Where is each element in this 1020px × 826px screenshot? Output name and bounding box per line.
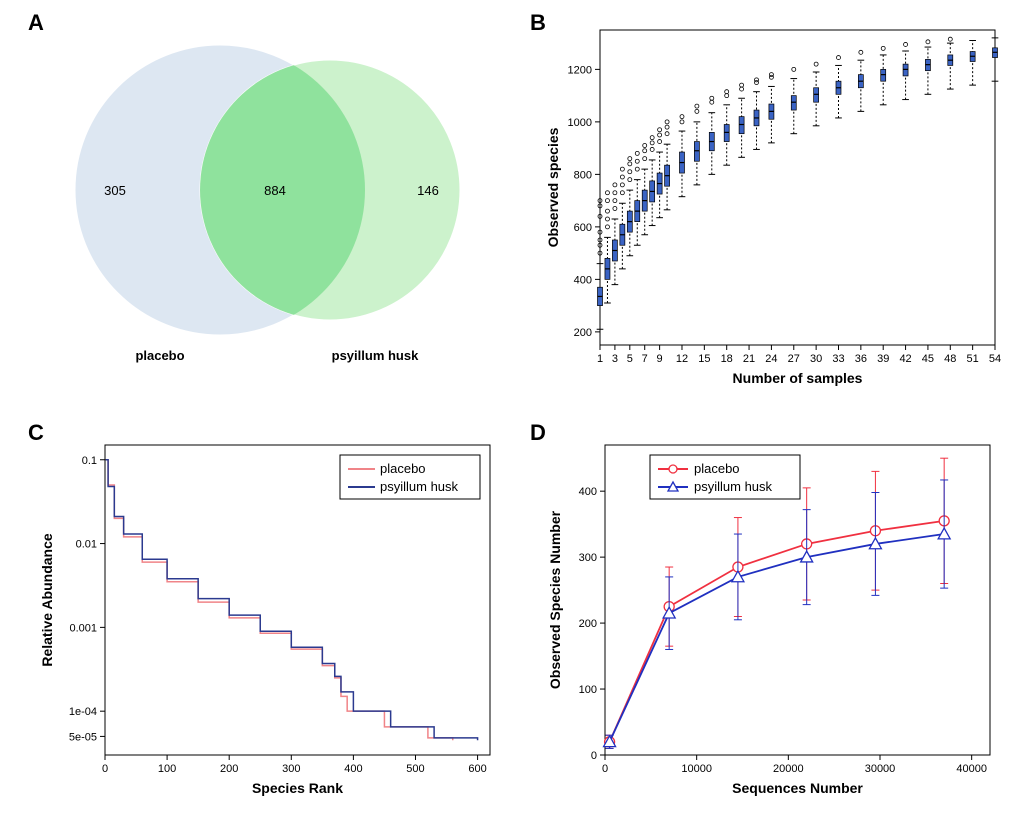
svg-text:1000: 1000 (568, 117, 592, 129)
svg-text:400: 400 (574, 274, 592, 286)
svg-text:18: 18 (721, 353, 733, 365)
svg-text:Number of samples: Number of samples (733, 370, 863, 386)
svg-text:5e-05: 5e-05 (69, 731, 97, 743)
svg-text:51: 51 (967, 353, 979, 365)
svg-text:0: 0 (102, 763, 108, 775)
svg-text:1: 1 (597, 353, 603, 365)
svg-text:3: 3 (612, 353, 618, 365)
svg-text:36: 36 (855, 353, 867, 365)
svg-text:placebo: placebo (135, 348, 184, 363)
svg-text:54: 54 (989, 353, 1001, 365)
svg-text:1200: 1200 (568, 64, 592, 76)
svg-text:400: 400 (344, 763, 362, 775)
svg-text:placebo: placebo (694, 461, 740, 476)
svg-text:Observed Species Number: Observed Species Number (547, 510, 563, 689)
svg-text:1e-04: 1e-04 (69, 706, 97, 718)
svg-text:200: 200 (574, 327, 592, 339)
svg-text:9: 9 (657, 353, 663, 365)
svg-text:10000: 10000 (681, 763, 712, 775)
svg-text:Sequences Number: Sequences Number (732, 780, 863, 796)
svg-text:20000: 20000 (773, 763, 804, 775)
svg-text:21: 21 (743, 353, 755, 365)
svg-text:psyillum husk: psyillum husk (380, 479, 459, 494)
svg-text:0.1: 0.1 (82, 455, 97, 467)
svg-text:Observed species: Observed species (545, 127, 561, 247)
svg-text:Species Rank: Species Rank (252, 780, 343, 796)
figure-page: { "panelLabels": { "A": "A", "B": "B", "… (0, 0, 1020, 826)
panel-d-rarefaction: 0 10000 20000 30000 40000 0 100 200 300 400 Sequen… (540, 425, 1010, 825)
svg-text:0: 0 (591, 750, 597, 762)
svg-text:45: 45 (922, 353, 934, 365)
svg-text:39: 39 (877, 353, 889, 365)
svg-text:200: 200 (220, 763, 238, 775)
svg-text:0.01: 0.01 (76, 539, 97, 551)
svg-text:884: 884 (264, 183, 286, 198)
svg-text:0: 0 (602, 763, 608, 775)
svg-text:psyillum husk: psyillum husk (332, 348, 419, 363)
svg-text:100: 100 (158, 763, 176, 775)
svg-text:800: 800 (574, 169, 592, 181)
panel-c-rank-abundance: 0 100 200 300 400 500 600 1e-04 0.001 0.01 0.1 5e-0… (30, 425, 510, 825)
svg-text:600: 600 (468, 763, 486, 775)
svg-text:33: 33 (832, 353, 844, 365)
svg-text:27: 27 (788, 353, 800, 365)
svg-text:30: 30 (810, 353, 822, 365)
svg-text:40000: 40000 (956, 763, 987, 775)
svg-text:15: 15 (698, 353, 710, 365)
svg-text:146: 146 (417, 183, 439, 198)
svg-text:5: 5 (627, 353, 633, 365)
svg-text:600: 600 (574, 222, 592, 234)
svg-text:42: 42 (899, 353, 911, 365)
svg-text:500: 500 (406, 763, 424, 775)
svg-text:100: 100 (579, 684, 597, 696)
panel-b-boxplot: 200 400 600 800 1000 1200 13579 12 15 18 21 24 27 30 3… (540, 15, 1010, 405)
svg-text:305: 305 (104, 183, 126, 198)
svg-text:12: 12 (676, 353, 688, 365)
svg-text:7: 7 (642, 353, 648, 365)
svg-text:300: 300 (579, 552, 597, 564)
svg-text:psyillum husk: psyillum husk (694, 479, 773, 494)
svg-text:30000: 30000 (865, 763, 896, 775)
svg-text:400: 400 (579, 486, 597, 498)
svg-text:300: 300 (282, 763, 300, 775)
panel-a-venn: 305 884 146 placebo psyillum husk (30, 20, 510, 400)
svg-text:placebo: placebo (380, 461, 426, 476)
svg-text:0.001: 0.001 (69, 622, 97, 634)
svg-text:200: 200 (579, 618, 597, 630)
svg-text:Relative Abundance: Relative Abundance (39, 533, 55, 667)
svg-text:48: 48 (944, 353, 956, 365)
svg-text:24: 24 (765, 353, 777, 365)
